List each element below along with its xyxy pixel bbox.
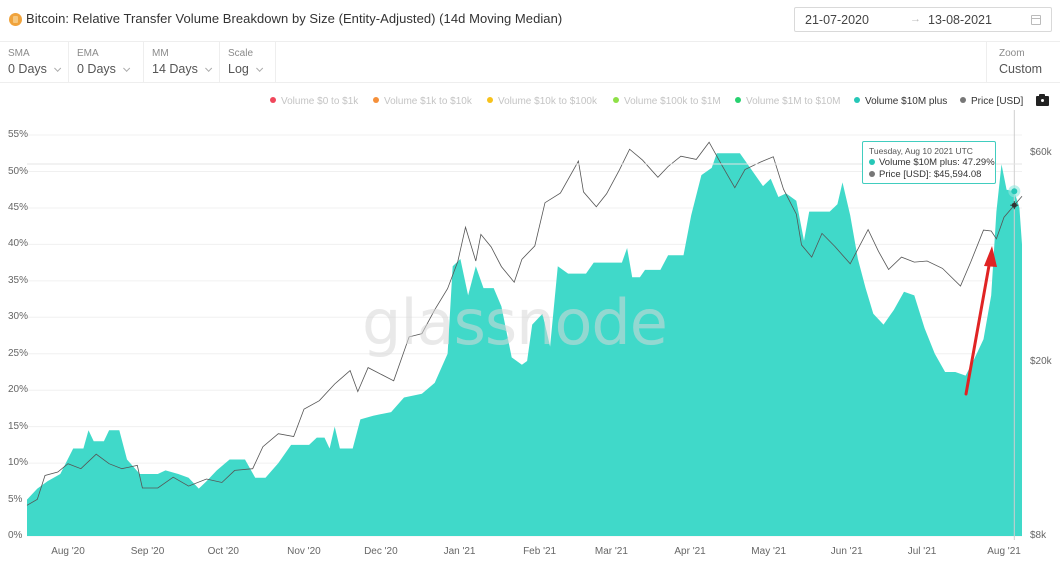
x-tick-label: May '21 bbox=[751, 546, 786, 557]
zoom-value: Custom bbox=[999, 62, 1043, 76]
legend-dot-icon bbox=[854, 97, 860, 103]
legend-dot-icon bbox=[270, 97, 276, 103]
x-tick-label: Apr '21 bbox=[674, 546, 706, 557]
legend-item-volume-10k-100k[interactable]: Volume $10k to $100k bbox=[487, 96, 597, 107]
sma-label: SMA bbox=[8, 48, 30, 59]
scale-label: Scale bbox=[228, 48, 254, 59]
ema-label: EMA bbox=[77, 48, 99, 59]
x-tick-label: Oct '20 bbox=[207, 546, 239, 557]
legend-item-volume-1m-10m[interactable]: Volume $1M to $10M bbox=[735, 96, 841, 107]
tooltip-volume-row: Volume $10M plus: 47.29% bbox=[869, 157, 995, 168]
y-tick-label: 55% bbox=[8, 129, 29, 141]
hover-point-volume bbox=[1011, 188, 1018, 195]
mm-dropdown[interactable]: MM 14 Days bbox=[144, 42, 220, 83]
legend-item-price-usd[interactable]: Price [USD] bbox=[960, 96, 1023, 107]
legend-item-volume-10m-plus[interactable]: Volume $10M plus bbox=[854, 96, 947, 107]
sma-value: 0 Days bbox=[8, 62, 47, 76]
tooltip-volume-dot-icon bbox=[869, 159, 875, 165]
scale-dropdown[interactable]: Scale Log bbox=[220, 42, 276, 83]
legend-item-volume-0-1k[interactable]: Volume $0 to $1k bbox=[270, 96, 358, 107]
price-line bbox=[26, 141, 1023, 506]
y-tick-label: 35% bbox=[8, 274, 29, 286]
x-tick-label: Feb '21 bbox=[523, 546, 557, 557]
y-tick-label: 30% bbox=[8, 311, 29, 323]
y-tick-label: 45% bbox=[8, 201, 29, 213]
x-tick-label: Jun '21 bbox=[830, 546, 863, 557]
calendar-icon[interactable] bbox=[1031, 15, 1041, 25]
y-tick-label: 10% bbox=[8, 457, 29, 469]
x-tick-label: Sep '20 bbox=[130, 546, 165, 557]
x-tick-label: Aug '20 bbox=[51, 546, 85, 557]
scale-value: Log bbox=[228, 62, 249, 76]
sma-dropdown[interactable]: SMA 0 Days bbox=[0, 42, 69, 83]
y-tick-label: 20% bbox=[8, 384, 29, 396]
legend-dot-icon bbox=[960, 97, 966, 103]
mm-value: 14 Days bbox=[152, 62, 198, 76]
x-tick-label: Aug '21 bbox=[987, 546, 1021, 557]
chart-legend: Volume $0 to $1k Volume $1k to $10k Volu… bbox=[0, 96, 1060, 110]
y-right-tick-label: $60k bbox=[1030, 147, 1052, 158]
x-tick-label: Jul '21 bbox=[907, 546, 937, 557]
y-tick-label: 0% bbox=[8, 530, 23, 541]
ema-dropdown[interactable]: EMA 0 Days bbox=[69, 42, 144, 83]
ema-value: 0 Days bbox=[77, 62, 116, 76]
zoom-label: Zoom bbox=[999, 48, 1025, 59]
tooltip-date: Tuesday, Aug 10 2021 UTC bbox=[869, 146, 973, 156]
x-tick-label: Mar '21 bbox=[594, 546, 628, 557]
chart-header: Bitcoin: Relative Transfer Volume Breakd… bbox=[0, 0, 1060, 40]
chart-title: Bitcoin: Relative Transfer Volume Breakd… bbox=[26, 11, 563, 26]
legend-dot-icon bbox=[613, 97, 619, 103]
camera-icon[interactable] bbox=[1036, 94, 1049, 106]
date-to-input[interactable]: 13-08-2021 bbox=[928, 13, 992, 27]
mm-label: MM bbox=[152, 48, 169, 59]
date-range-picker[interactable]: 21-07-2020 → 13-08-2021 bbox=[794, 7, 1052, 32]
x-tick-label: Nov '20 bbox=[287, 546, 321, 557]
tooltip-price-row: Price [USD]: $45,594.08 bbox=[869, 169, 989, 180]
zoom-dropdown[interactable]: Zoom Custom bbox=[986, 42, 1060, 83]
y-right-tick-label: $20k bbox=[1030, 355, 1052, 367]
volume-10m-plus-area bbox=[27, 153, 1022, 537]
legend-dot-icon bbox=[487, 97, 493, 103]
y-tick-label: 40% bbox=[8, 238, 29, 250]
chart-toolbar: SMA 0 Days EMA 0 Days MM 14 Days Scale L… bbox=[0, 41, 1060, 83]
x-tick-label: Dec '20 bbox=[364, 546, 398, 557]
legend-dot-icon bbox=[373, 97, 379, 103]
legend-item-volume-100k-1m[interactable]: Volume $100k to $1M bbox=[613, 96, 721, 107]
tooltip-price-dot-icon bbox=[869, 171, 875, 177]
y-tick-label: 25% bbox=[8, 347, 29, 359]
y-right-tick-label: $8k bbox=[1030, 530, 1047, 541]
date-from-input[interactable]: 21-07-2020 bbox=[805, 13, 869, 27]
legend-dot-icon bbox=[735, 97, 741, 103]
glassnode-watermark: glassnode bbox=[362, 286, 668, 359]
y-tick-label: 50% bbox=[8, 165, 29, 177]
hover-point-price bbox=[1010, 201, 1019, 210]
chart-tooltip: Tuesday, Aug 10 2021 UTC Volume $10M plu… bbox=[862, 141, 996, 184]
y-tick-label: 15% bbox=[8, 420, 29, 432]
legend-item-volume-1k-10k[interactable]: Volume $1k to $10k bbox=[373, 96, 472, 107]
bitcoin-icon bbox=[9, 13, 22, 26]
x-tick-label: Jan '21 bbox=[443, 546, 476, 557]
red-arrow-annotation bbox=[964, 246, 997, 396]
arrow-right-icon: → bbox=[910, 13, 921, 25]
y-tick-label: 5% bbox=[8, 493, 23, 505]
